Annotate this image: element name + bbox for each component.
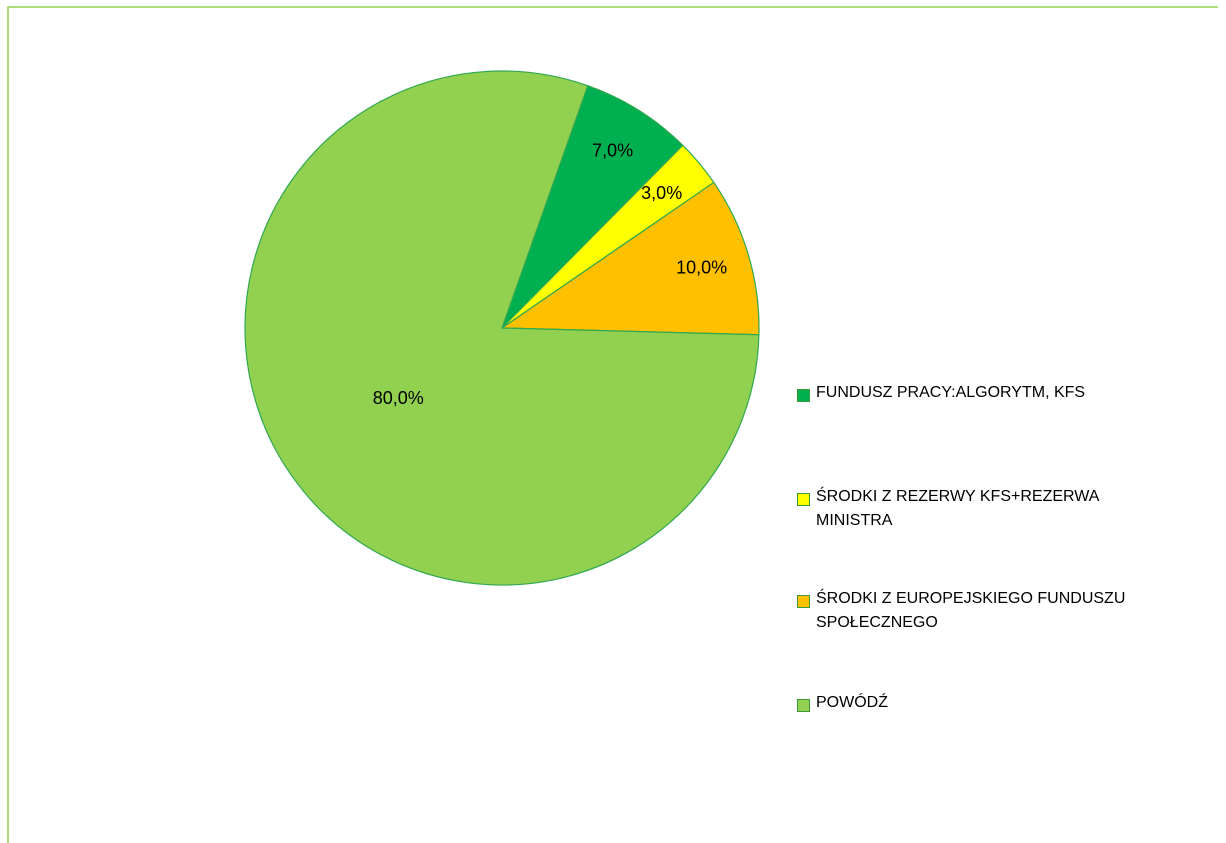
legend-entry: POWÓDŹ (797, 694, 1146, 715)
legend-label: FUNDUSZ PRACY:ALGORYTM, KFS (816, 384, 1086, 401)
chart-frame (7, 6, 1218, 843)
legend-swatch (797, 493, 810, 506)
legend-entry: FUNDUSZ PRACY:ALGORYTM, KFS (797, 384, 1146, 405)
data-label: 10,0% (676, 258, 727, 278)
legend-swatch (797, 595, 810, 608)
pie-slice (501, 84, 684, 329)
legend-entry: ŚRODKI Z EUROPEJSKIEGO FUNDUSZU SPOŁECZN… (797, 590, 1146, 635)
pie-slice (244, 70, 760, 586)
legend-label: POWÓDŹ (816, 694, 888, 711)
pie-slice (500, 181, 760, 336)
data-label: 7,0% (592, 140, 633, 160)
data-label: 80,0% (373, 388, 424, 408)
legend-swatch (797, 389, 810, 402)
legend-label: ŚRODKI Z EUROPEJSKIEGO FUNDUSZU SPOŁECZN… (816, 590, 1126, 631)
legend-swatch (797, 699, 810, 712)
legend-entry: ŚRODKI Z REZERWY KFS+REZERWA MINISTRA (797, 488, 1146, 533)
legend-label: ŚRODKI Z REZERWY KFS+REZERWA MINISTRA (816, 488, 1099, 529)
data-label: 3,0% (641, 183, 682, 203)
